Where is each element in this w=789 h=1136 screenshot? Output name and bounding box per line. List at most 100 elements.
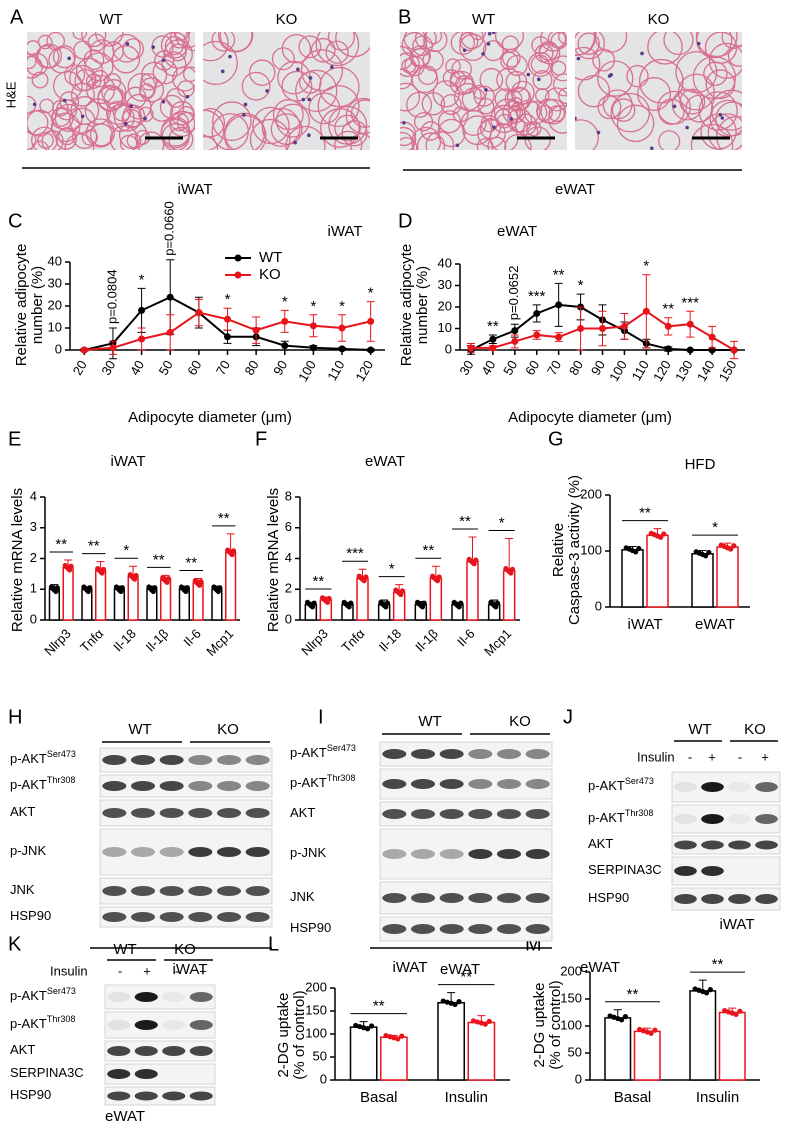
significance-label: ** xyxy=(460,969,472,986)
dot xyxy=(230,548,237,554)
dot xyxy=(399,588,406,594)
band xyxy=(102,755,127,765)
panel-label: L xyxy=(268,933,279,955)
point xyxy=(195,309,203,317)
cell xyxy=(334,130,363,150)
cell xyxy=(705,69,736,100)
x-tick-label: Insulin xyxy=(696,1089,739,1106)
point xyxy=(281,317,289,325)
row-label: p-JNK xyxy=(10,843,46,858)
cell xyxy=(57,127,77,146)
y-tick-label: 4 xyxy=(30,488,37,503)
cell xyxy=(249,118,291,150)
cell xyxy=(118,120,148,150)
row-name: p-AKT xyxy=(10,1016,47,1031)
point xyxy=(80,346,88,354)
y-tick-label: 100 xyxy=(305,1025,327,1040)
nucleus xyxy=(296,67,300,72)
nucleus xyxy=(696,41,701,46)
band xyxy=(525,924,550,934)
point xyxy=(252,326,260,334)
cell xyxy=(122,38,145,60)
band xyxy=(468,779,493,789)
cells xyxy=(203,32,370,150)
y-tick-label: 30 xyxy=(438,277,452,292)
legend-marker xyxy=(234,254,242,262)
treatment-sign: - xyxy=(175,963,179,978)
band xyxy=(755,894,778,904)
band xyxy=(216,886,242,896)
band xyxy=(728,840,751,850)
point xyxy=(664,322,672,330)
y-tick-label: 50 xyxy=(568,1044,582,1059)
cell xyxy=(416,132,446,150)
dot xyxy=(184,585,190,591)
y-axis-label: Relative mRNA levels xyxy=(265,488,282,632)
cell xyxy=(547,32,567,49)
cell xyxy=(325,40,349,64)
x-axis-label: Adipocyte diameter (μm) xyxy=(128,409,292,426)
cell xyxy=(55,128,77,150)
significance-label: ** xyxy=(627,986,639,1003)
panel-label: F xyxy=(255,428,267,450)
nucleus xyxy=(124,121,128,126)
band xyxy=(410,779,436,789)
nucleus xyxy=(720,116,725,120)
band xyxy=(496,849,522,859)
annotation: ** xyxy=(487,318,499,335)
nucleus xyxy=(672,104,677,109)
cell xyxy=(310,37,336,63)
band xyxy=(410,924,436,934)
dot xyxy=(217,585,223,591)
band xyxy=(674,782,697,792)
histology-image xyxy=(400,32,567,150)
band xyxy=(701,814,724,824)
dot xyxy=(658,534,664,540)
cell xyxy=(111,45,141,74)
tissue-label: eWAT xyxy=(105,1108,145,1125)
annotation: * xyxy=(339,298,345,315)
nucleus xyxy=(129,104,133,109)
treatment-sign: + xyxy=(199,963,207,978)
band xyxy=(216,808,242,818)
bar xyxy=(691,553,714,608)
point xyxy=(599,325,606,332)
cell xyxy=(203,40,238,85)
y-tick-label: 30 xyxy=(48,275,62,290)
annotation: * xyxy=(368,285,374,302)
y-tick-label: 2 xyxy=(30,550,37,565)
y-axis-label: Caspase-3 activity (%) xyxy=(566,475,583,625)
genotype-label: WT xyxy=(99,11,122,28)
cell xyxy=(432,80,460,108)
cell xyxy=(647,32,683,65)
band xyxy=(134,1020,158,1030)
x-tick-label: 40 xyxy=(127,358,147,378)
band xyxy=(189,1091,213,1101)
row-sup: Ser473 xyxy=(625,776,654,786)
x-tick-label: iWAT xyxy=(628,616,663,633)
nucleus xyxy=(161,100,166,104)
cell xyxy=(476,138,494,150)
significance-label: ** xyxy=(185,554,197,571)
nucleus xyxy=(125,42,130,46)
dot xyxy=(733,1011,739,1018)
significance-label: ** xyxy=(88,538,100,555)
y-tick-label: 20 xyxy=(438,298,452,313)
nucleus xyxy=(80,114,85,119)
bar xyxy=(380,1036,408,1081)
blot-strip xyxy=(379,768,553,800)
bar xyxy=(211,588,223,621)
y-axis-label: 2-DG uptake xyxy=(531,982,548,1067)
cell xyxy=(317,85,360,128)
stain-label: H&E xyxy=(3,81,18,108)
row-sup: Thr308 xyxy=(47,775,76,785)
band xyxy=(189,1020,213,1030)
band xyxy=(382,779,407,789)
y-axis-label: number (%) xyxy=(29,266,46,344)
panel-label: D xyxy=(398,210,412,232)
band xyxy=(755,782,778,792)
band xyxy=(107,1046,131,1056)
bar xyxy=(160,579,172,621)
cell xyxy=(241,71,271,101)
nucleus xyxy=(481,52,485,56)
